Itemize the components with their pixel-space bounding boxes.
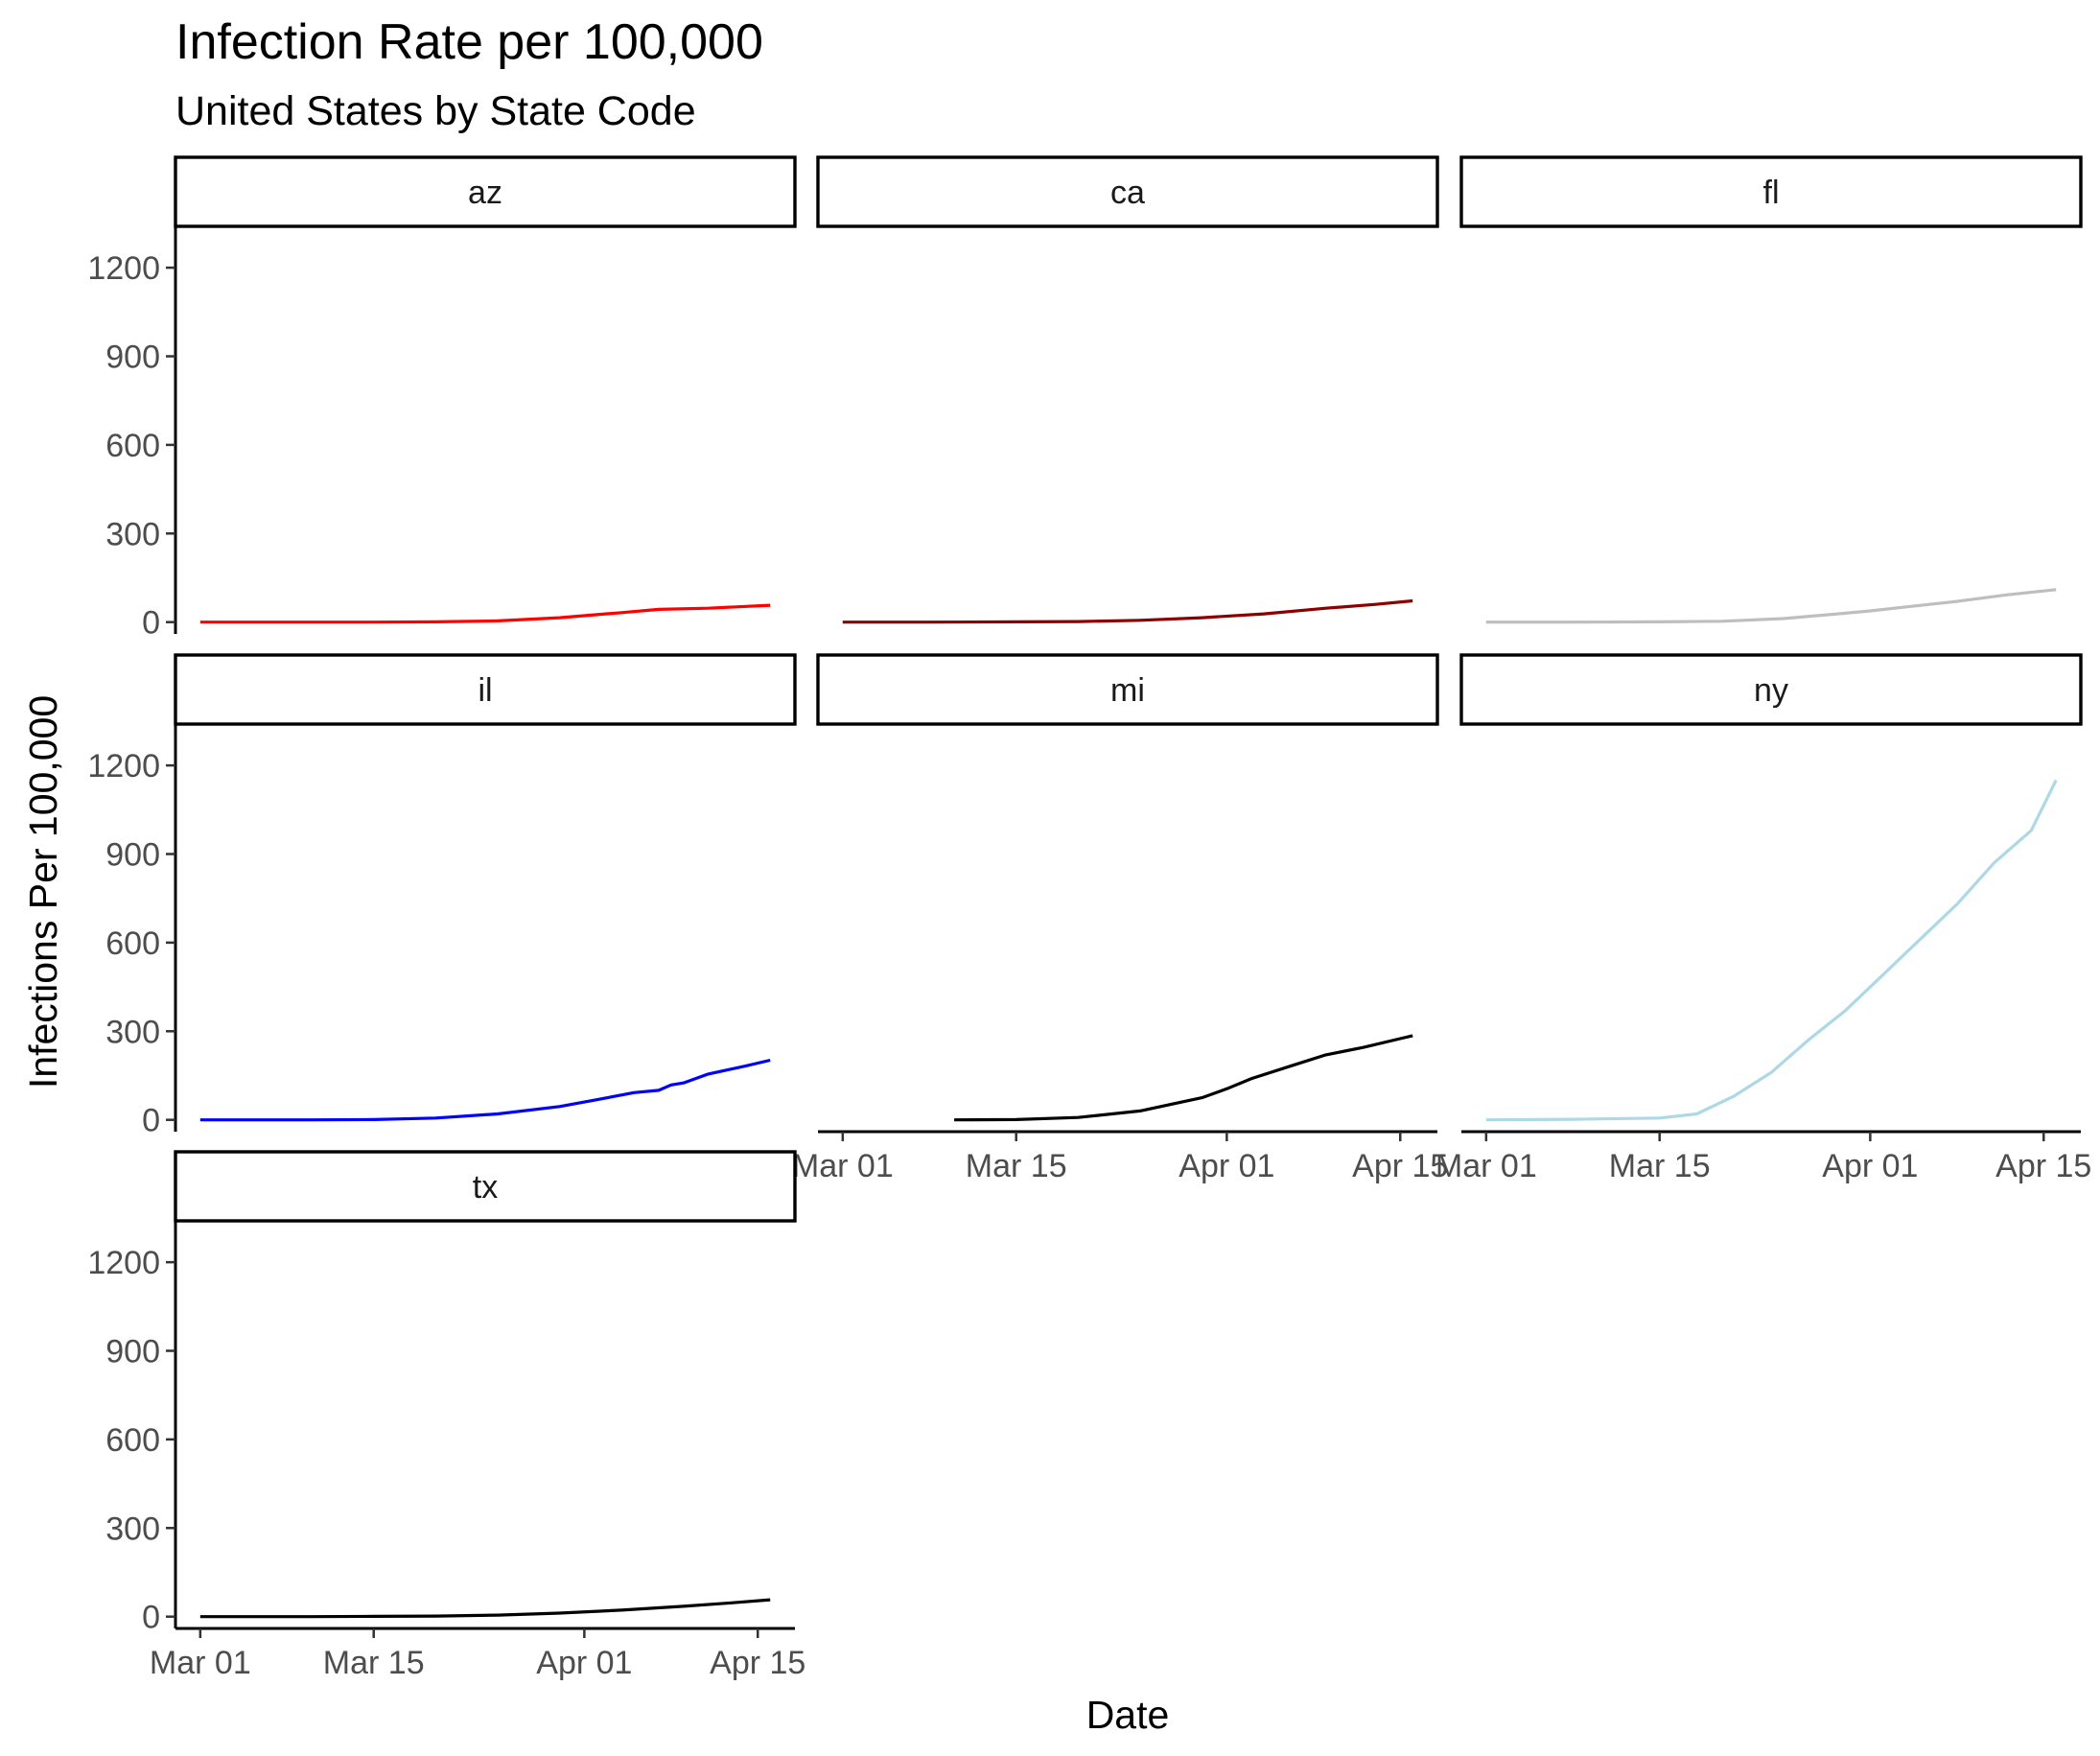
y-tick-label: 0 (142, 1600, 160, 1636)
facet-tx: tx 0 300 600 900 1200 Mar 01 Mar 15 Apr 01 Apr 15 (87, 1150, 805, 1681)
facet-strip-label: fl (1763, 175, 1780, 211)
y-tick-label: 900 (105, 339, 160, 376)
y-tick-label: 600 (105, 925, 160, 962)
x-tick-label: Apr 01 (1822, 1148, 1918, 1184)
y-tick-label: 1200 (87, 748, 160, 784)
series-line-ny (1485, 779, 2058, 1122)
x-tick-label: Mar 01 (792, 1148, 894, 1184)
x-tick-label: Mar 15 (323, 1645, 425, 1681)
facet-strip (816, 155, 1439, 228)
series-line-ca (842, 598, 1413, 624)
y-tick-label: 0 (142, 605, 160, 642)
x-tick-label: Apr 01 (536, 1645, 632, 1681)
y-tick-label: 1200 (87, 250, 160, 287)
chart-title: Infection Rate per 100,000 (175, 14, 763, 70)
facet-strip-label: az (468, 175, 502, 211)
facet-fl: fl (1459, 155, 2083, 624)
y-tick-label: 300 (105, 516, 160, 552)
x-tick-label: Apr 15 (1352, 1148, 1448, 1184)
facet-ny: ny Mar 01 Mar 15 Apr 01 Apr 15 (1435, 653, 2091, 1184)
facet-az: az 0 300 600 900 1200 (87, 155, 797, 642)
y-tick-label: 300 (105, 1510, 160, 1547)
x-tick-label: Apr 01 (1178, 1148, 1274, 1184)
x-tick-label: Mar 15 (1609, 1148, 1711, 1184)
series-line-mi (954, 1034, 1413, 1122)
x-tick-label: Apr 15 (1995, 1148, 2091, 1184)
facet-strip-label: ny (1754, 672, 1788, 709)
facet-strip (174, 155, 797, 228)
y-tick-label: 1200 (87, 1245, 160, 1281)
y-tick-label: 600 (105, 1422, 160, 1459)
x-tick-label: Mar 01 (150, 1645, 251, 1681)
series-line-il (199, 1058, 771, 1122)
facet-strip (174, 1150, 797, 1223)
chart-subtitle: United States by State Code (175, 88, 696, 134)
series-line-tx (199, 1598, 771, 1619)
facet-ca: ca (816, 155, 1439, 624)
y-tick-label: 900 (105, 837, 160, 874)
x-tick-label: Mar 01 (1435, 1148, 1537, 1184)
x-tick-label: Apr 15 (710, 1645, 805, 1681)
y-tick-label: 300 (105, 1014, 160, 1050)
y-tick-label: 900 (105, 1334, 160, 1370)
x-axis-title: Date (1086, 1693, 1170, 1737)
x-tick-label: Mar 15 (966, 1148, 1067, 1184)
facet-strip-label: tx (473, 1169, 498, 1206)
series-line-az (199, 603, 771, 624)
facet-il: il 0 300 600 900 1200 (87, 653, 797, 1139)
y-axis-title: Infections Per 100,000 (21, 695, 65, 1089)
facet-strip (1459, 155, 2083, 228)
y-tick-label: 0 (142, 1103, 160, 1139)
facet-mi: mi Mar 01 Mar 15 Apr 01 Apr 15 (792, 653, 1448, 1184)
facet-panels: az 0 300 600 900 1200 ca fl il 0 300 600 900 1200 mi Ma… (87, 155, 2091, 1681)
y-tick-label: 600 (105, 428, 160, 464)
facet-strip-label: mi (1110, 672, 1145, 709)
facet-strip (174, 653, 797, 726)
facet-strip (1459, 653, 2083, 726)
facet-strip (816, 653, 1439, 726)
facet-strip-label: ca (1110, 175, 1145, 211)
facet-strip-label: il (478, 672, 492, 709)
series-line-fl (1485, 588, 2057, 624)
